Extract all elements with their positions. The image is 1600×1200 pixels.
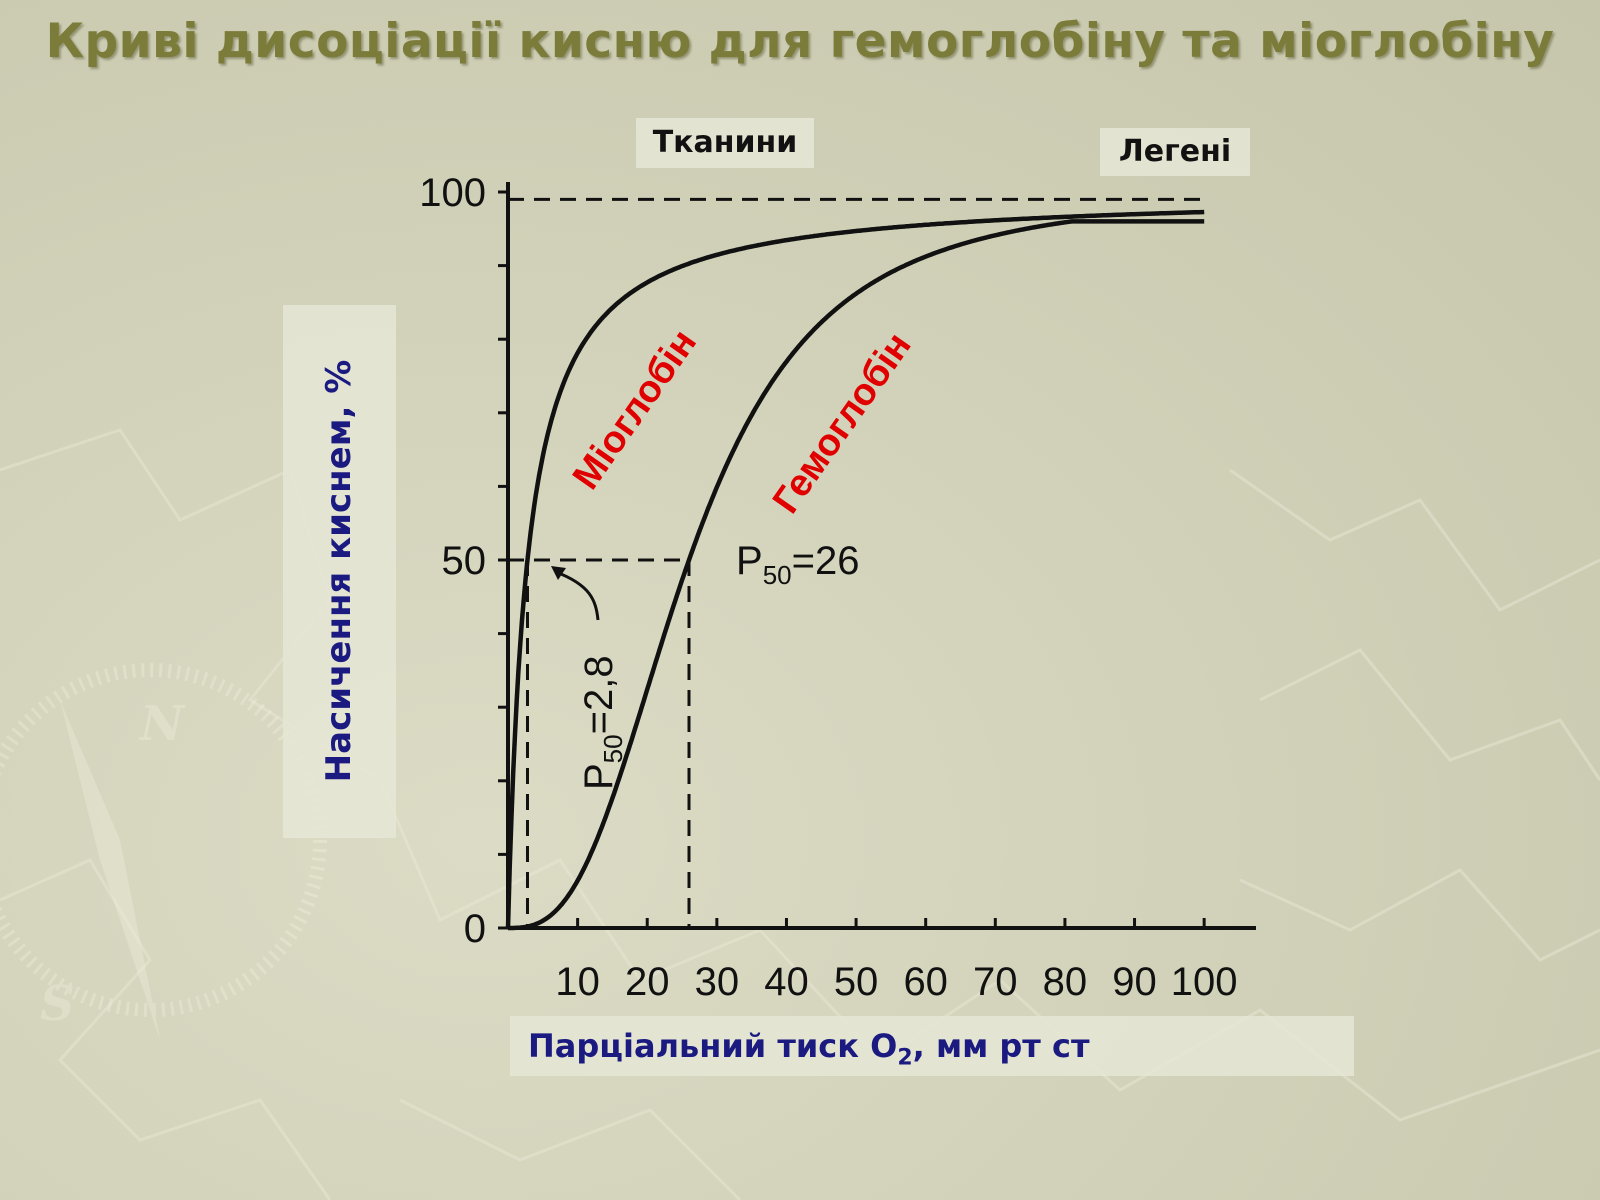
hemoglobin-curve xyxy=(508,219,1205,931)
chart-labels: 0 50 100 10 20 30 40 50 60 70 80 90 100 P50=26 P50=2,8… xyxy=(419,171,1237,1004)
p50-myoglobin-arrow xyxy=(555,570,600,621)
y-tick-label: 100 xyxy=(419,171,486,215)
x-tick-label: 60 xyxy=(903,960,948,1004)
chart-axes xyxy=(498,182,1256,930)
hemoglobin-series-label: Гемоглобін xyxy=(765,325,920,521)
slide-title: Криві дисоціації кисню для гемоглобіну т… xyxy=(45,14,1555,69)
x-axis-label-subscript: 2 xyxy=(897,1045,913,1071)
lungs-label: Легені xyxy=(1100,128,1250,176)
x-tick-label: 20 xyxy=(625,960,670,1004)
chart-guides xyxy=(508,197,1205,928)
p50-myoglobin-arrowhead xyxy=(551,566,566,580)
svg-text:S: S xyxy=(40,976,75,1032)
x-tick-label: 90 xyxy=(1112,960,1157,1004)
p50-hemoglobin-label: P50=26 xyxy=(736,539,859,590)
p50-myoglobin-label: P50=2,8 xyxy=(577,655,628,790)
myoglobin-curve xyxy=(505,209,1205,929)
p50-myoglobin-label-group: P50=2,8 xyxy=(577,655,628,790)
y-axis-label-box xyxy=(283,305,396,838)
x-tick-label: 80 xyxy=(1043,960,1088,1004)
chart-curves xyxy=(505,209,1205,931)
x-tick-label: 50 xyxy=(834,960,879,1004)
x-axis-label-main: Парціальний тиск O xyxy=(528,1027,898,1065)
y-tick-label: 0 xyxy=(464,907,486,951)
x-tick-label: 100 xyxy=(1171,960,1238,1004)
x-tick-label: 70 xyxy=(973,960,1018,1004)
x-axis-label-tail: , мм рт ст xyxy=(912,1027,1090,1065)
x-tick-label: 40 xyxy=(764,960,809,1004)
x-axis-label: Парціальний тиск O2, мм рт ст xyxy=(510,1016,1354,1076)
svg-text:N: N xyxy=(138,696,186,752)
tissues-label: Тканини xyxy=(636,118,814,168)
x-tick-label: 10 xyxy=(555,960,600,1004)
x-tick-label: 30 xyxy=(695,960,740,1004)
y-tick-label: 50 xyxy=(442,539,487,583)
myoglobin-series-label: Міоглобін xyxy=(565,322,705,497)
